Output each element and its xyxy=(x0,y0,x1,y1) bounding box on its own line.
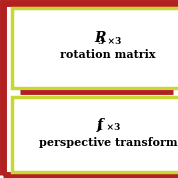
Bar xyxy=(12,97,178,172)
Text: 3 ×3: 3 ×3 xyxy=(98,36,122,46)
Text: rotation matrix: rotation matrix xyxy=(60,49,156,61)
Text: f: f xyxy=(97,117,103,132)
Bar xyxy=(12,8,178,88)
Text: 1 ×3: 1 ×3 xyxy=(97,123,121,132)
Text: perspective transform: perspective transform xyxy=(39,137,177,148)
Text: R: R xyxy=(94,31,106,45)
